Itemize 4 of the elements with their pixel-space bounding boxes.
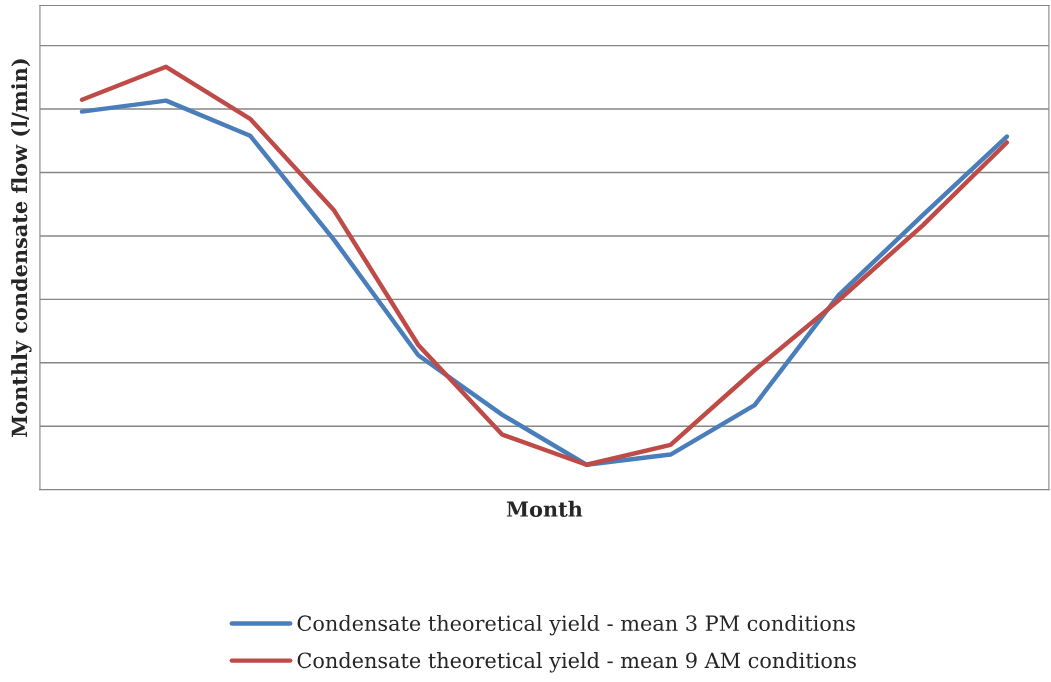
y-axis-title: Monthly condensate flow (l/min)	[11, 59, 32, 437]
x-axis-title: Month	[506, 500, 583, 517]
legend-label: Condensate theoretical yield - mean 9 AM conditions	[297, 652, 856, 673]
legend-label: Condensate theoretical yield - mean 3 PM conditions	[297, 614, 855, 636]
